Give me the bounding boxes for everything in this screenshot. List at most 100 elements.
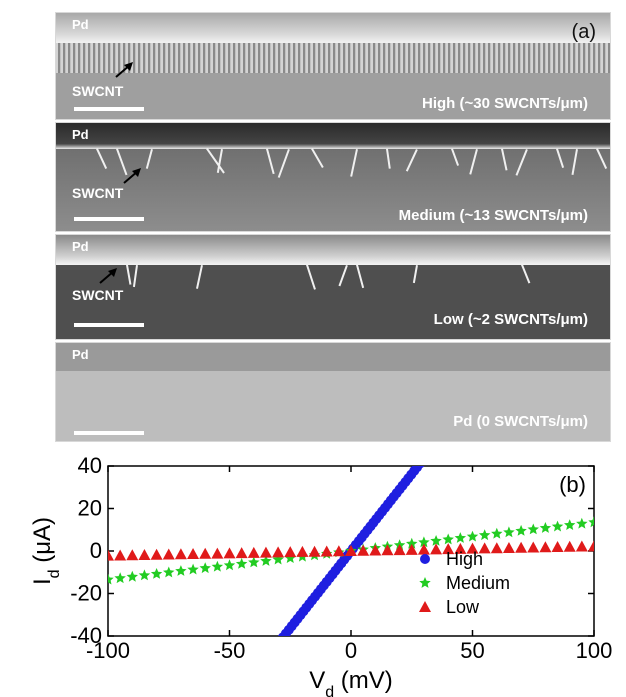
x-tick-label: 50 xyxy=(460,638,484,663)
x-tick-label: 0 xyxy=(345,638,357,663)
data-point-medium xyxy=(406,537,418,549)
x-tick-label: -50 xyxy=(214,638,246,663)
scale-bar xyxy=(74,107,144,111)
data-point-low xyxy=(114,549,127,561)
data-point-low xyxy=(515,541,528,553)
data-point-medium xyxy=(223,559,236,571)
data-point-low xyxy=(588,540,594,552)
panel-a-label: (a) xyxy=(571,21,596,43)
substrate xyxy=(56,73,610,119)
data-point-low xyxy=(430,543,443,555)
data-series-group xyxy=(108,466,594,636)
data-point-low xyxy=(187,548,200,560)
data-point-medium xyxy=(539,522,552,533)
substrate xyxy=(56,371,610,441)
data-point-low xyxy=(345,545,357,556)
data-point-medium xyxy=(235,557,248,569)
data-point-medium xyxy=(199,562,211,574)
pd-electrode xyxy=(56,123,610,149)
data-point-low xyxy=(442,543,455,555)
data-point-low xyxy=(405,543,418,555)
data-point-medium xyxy=(588,516,594,528)
data-point-low xyxy=(551,541,564,553)
panel-b-label: (b) xyxy=(559,472,586,497)
x-tick-label: 100 xyxy=(576,638,613,663)
data-point-low xyxy=(138,548,151,560)
data-point-medium xyxy=(551,520,564,532)
data-point-medium xyxy=(442,533,454,545)
sem-panel-low: Pd SWCNT Low (~2 SWCNTs/μm) xyxy=(55,234,611,340)
data-point-medium xyxy=(163,566,175,578)
data-point-medium xyxy=(491,527,503,539)
legend-marker-low xyxy=(419,601,431,612)
arrow-icon xyxy=(123,168,141,184)
pd-label: Pd xyxy=(72,239,89,254)
data-point-medium xyxy=(503,526,515,538)
data-point-medium xyxy=(126,570,138,582)
data-point-high xyxy=(415,466,425,469)
pd-electrode xyxy=(56,343,610,371)
scale-bar xyxy=(74,431,144,435)
x-axis-label: Vd (mV) xyxy=(309,667,393,697)
data-point-low xyxy=(162,548,175,560)
data-point-medium xyxy=(260,555,272,566)
x-tick-label: -100 xyxy=(86,638,130,663)
data-point-low xyxy=(478,542,491,554)
data-point-medium xyxy=(175,565,187,576)
data-point-medium xyxy=(430,535,442,546)
data-point-low xyxy=(320,545,333,557)
data-point-medium xyxy=(248,556,260,568)
data-point-low xyxy=(466,542,479,554)
sem-panel-medium: Pd SWCNT Medium (~13 SWCNTs/μm) xyxy=(55,122,611,232)
y-tick-label: -40 xyxy=(70,623,102,648)
data-point-low xyxy=(211,547,224,559)
legend-label-high: High xyxy=(446,549,483,569)
data-point-low xyxy=(235,547,248,559)
data-point-low xyxy=(417,543,430,555)
data-point-medium xyxy=(515,524,527,536)
iv-chart: -100 -50 0 50 100 -40 -20 0 20 40 Vd (mV) Id (μA) (b… xyxy=(29,453,613,697)
legend-label-low: Low xyxy=(446,597,480,617)
density-label: Medium (~13 SWCNTs/μm) xyxy=(398,207,588,224)
data-point-low xyxy=(126,549,139,561)
data-point-low xyxy=(393,544,406,556)
legend-marker-high xyxy=(420,554,430,564)
y-axis-label: Id (μA) xyxy=(29,517,63,585)
data-point-low xyxy=(308,545,321,557)
density-label: Low (~2 SWCNTs/μm) xyxy=(433,311,588,328)
data-point-low xyxy=(332,545,345,557)
pd-label: Pd xyxy=(72,127,89,142)
data-point-low xyxy=(575,540,588,552)
data-point-medium xyxy=(108,573,114,585)
substrate xyxy=(56,265,610,339)
data-point-medium xyxy=(527,523,539,535)
y-tick-label: 20 xyxy=(78,496,102,521)
data-point-low xyxy=(284,546,297,558)
data-point-low xyxy=(357,544,370,556)
arrow-icon xyxy=(115,62,133,78)
data-point-low xyxy=(259,546,272,558)
pd-label: Pd xyxy=(72,347,89,362)
data-point-medium xyxy=(564,519,576,530)
swcnt-label: SWCNT xyxy=(72,83,124,99)
dense-swcnt-fringe xyxy=(56,43,610,73)
data-point-low xyxy=(527,541,540,553)
data-point-medium xyxy=(576,517,588,529)
data-point-medium xyxy=(138,569,151,581)
data-point-low xyxy=(454,542,467,554)
pd-label: Pd xyxy=(72,17,89,32)
scale-bar xyxy=(74,323,144,327)
scale-bar xyxy=(74,217,144,221)
data-point-medium xyxy=(284,552,296,563)
sem-panel-pd-only: Pd Pd (0 SWCNTs/μm) xyxy=(55,342,611,442)
data-point-low xyxy=(296,545,309,557)
swcnt-label: SWCNT xyxy=(72,185,124,201)
data-point-medium xyxy=(272,553,284,565)
data-point-medium xyxy=(150,568,163,579)
legend-marker-medium xyxy=(419,577,431,588)
sem-image-stack: Pd (a) SWCNT High (~30 SWCNTs/μm) Pd SWC… xyxy=(55,12,611,442)
data-point-low xyxy=(150,548,163,560)
density-label: High (~30 SWCNTs/μm) xyxy=(422,95,588,112)
data-point-medium xyxy=(466,530,479,542)
y-tick-label: 0 xyxy=(90,538,102,563)
